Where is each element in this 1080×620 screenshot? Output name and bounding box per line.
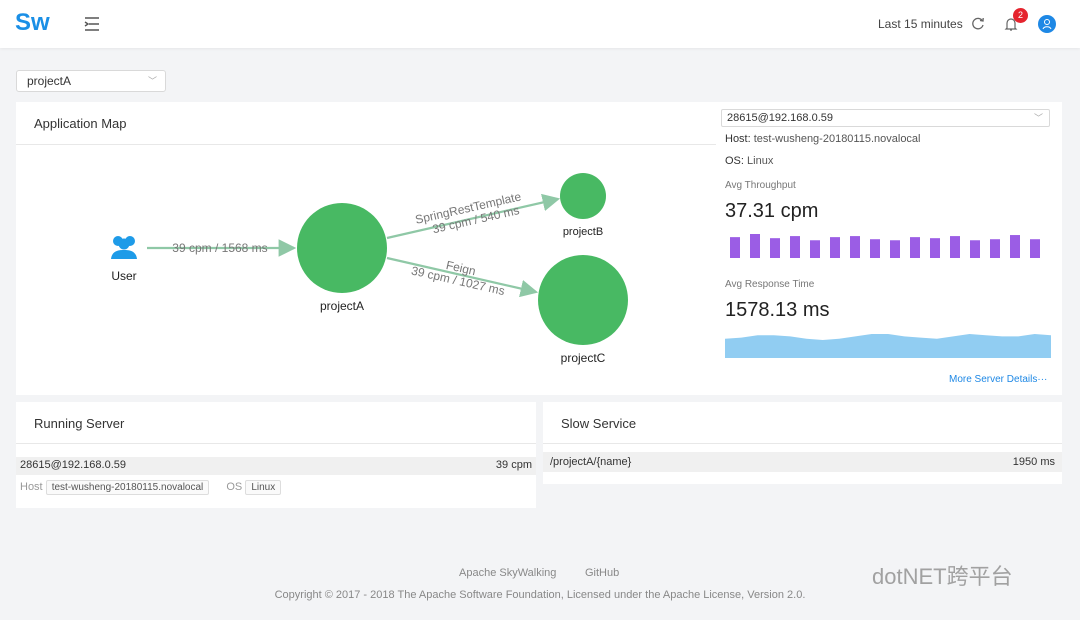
server-select[interactable]: 28615@192.168.0.59 ﹀ (721, 109, 1050, 127)
response-chart (725, 334, 1051, 358)
refresh-icon[interactable] (971, 17, 985, 31)
project-select-value: projectA (27, 74, 72, 88)
throughput-bar (990, 239, 1000, 258)
header: Sw Last 15 minutes 2 (0, 0, 1080, 48)
node[interactable] (297, 203, 387, 293)
throughput-bar (830, 237, 840, 258)
service-time: 1950 ms (1012, 456, 1055, 468)
divider (543, 443, 1062, 444)
throughput-bar (930, 238, 940, 258)
select-arrow: ﹀ (1033, 113, 1043, 123)
node-label: projectB (563, 226, 603, 238)
node-label: projectC (561, 351, 606, 365)
throughput-bar (730, 237, 740, 258)
footer-link[interactable]: GitHub (585, 567, 620, 579)
edge (386, 256, 539, 298)
logo[interactable]: Sw (15, 9, 50, 36)
throughput-bar (750, 234, 760, 258)
response-area (725, 334, 1051, 358)
time-range[interactable]: Last 15 minutes (878, 17, 963, 31)
metric-value: 1578.13 ms (725, 299, 830, 321)
server-meta: Host test-wusheng-20180115.novalocal OS … (20, 480, 282, 495)
metric-label: Avg Response Time (725, 279, 815, 290)
footer-link[interactable]: Apache SkyWalking (459, 567, 557, 579)
metric-label: Avg Throughput (725, 180, 796, 191)
user-avatar[interactable] (1038, 15, 1056, 33)
watermark: dotNET跨平台 (872, 564, 1013, 589)
app-map: User projectA projectB projectC 39 cpm /… (110, 173, 628, 365)
select-arrow: ﹀ (147, 76, 157, 86)
throughput-bar (850, 236, 860, 258)
panel-title: Application Map (34, 116, 127, 131)
throughput-bar (870, 239, 880, 258)
host-value: test-wusheng-20180115.novalocal (753, 133, 921, 145)
host-label: Host: (725, 133, 751, 145)
throughput-bar (810, 240, 820, 258)
service-name: /projectA/{name} (550, 456, 632, 468)
os-label: OS (226, 481, 243, 493)
server-cpm: 39 cpm (495, 459, 532, 471)
node-label: User (111, 269, 136, 283)
host-row: Host: test-wusheng-20180115.novalocal (725, 133, 921, 145)
user-icon (110, 236, 137, 259)
panel-title: Slow Service (561, 416, 637, 431)
node[interactable] (560, 173, 606, 219)
node[interactable] (538, 255, 628, 345)
host-tag: test-wusheng-20180115.novalocal (45, 480, 210, 495)
notification-badge[interactable]: 2 (1013, 8, 1028, 23)
os-row: OS: Linux (725, 155, 773, 167)
project-select[interactable]: projectA ﹀ (16, 70, 166, 92)
server-name: 28615@192.168.0.59 (20, 459, 126, 471)
service-row[interactable] (543, 452, 1062, 472)
throughput-bar (1030, 239, 1040, 258)
divider (16, 144, 716, 145)
throughput-bar (770, 238, 780, 258)
os-label: OS: (725, 155, 744, 167)
edge (386, 193, 561, 240)
server-select-value: 28615@192.168.0.59 (727, 112, 833, 124)
server-row[interactable] (16, 457, 536, 475)
throughput-bar (890, 240, 900, 258)
os-value: Linux (747, 155, 774, 167)
metric-value: 37.31 cpm (725, 200, 819, 222)
throughput-bar (970, 240, 980, 258)
throughput-chart (730, 234, 1040, 258)
running-server-panel: Running Server 28615@192.168.0.59 39 cpm… (16, 402, 536, 508)
throughput-bar (790, 236, 800, 258)
menu-icon[interactable] (84, 16, 100, 32)
divider (16, 443, 536, 444)
throughput-bar (1010, 235, 1020, 258)
slow-service-panel: Slow Service /projectA/{name} 1950 ms (543, 402, 1062, 484)
bell-icon[interactable] (1004, 17, 1018, 32)
edge-label: 39 cpm / 1568 ms (172, 241, 267, 255)
host-label: Host (20, 481, 43, 493)
copyright: Copyright © 2017 - 2018 The Apache Softw… (274, 589, 806, 601)
os-tag: Linux (245, 480, 282, 495)
node-label: projectA (320, 299, 364, 313)
details-link[interactable]: More Server Details··· (949, 374, 1048, 385)
throughput-bar (910, 237, 920, 258)
throughput-bar (950, 236, 960, 258)
edge-name: Feign (445, 258, 477, 278)
panel-title: Running Server (34, 416, 125, 431)
